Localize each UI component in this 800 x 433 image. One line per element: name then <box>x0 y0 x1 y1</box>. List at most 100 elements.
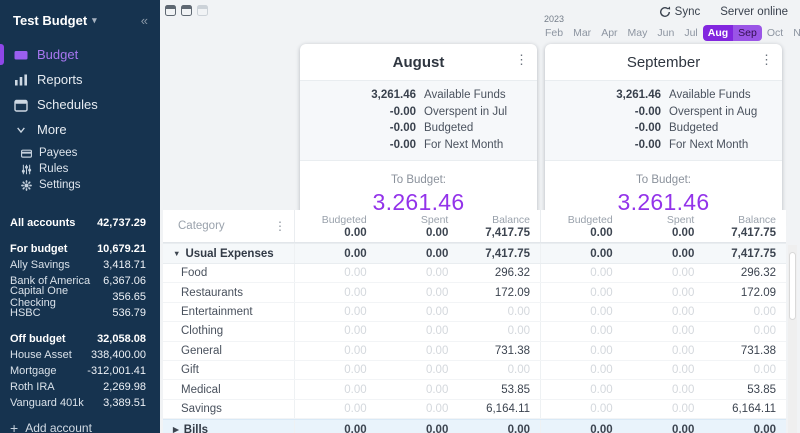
column-header-budgeted[interactable]: Budgeted 0.00 <box>295 210 377 242</box>
category-name-cell[interactable]: Savings <box>163 399 295 419</box>
sidebar-all-accounts[interactable]: All accounts 42,737.29 <box>0 215 160 231</box>
budgeted-cell[interactable]: 0.00 <box>344 402 367 415</box>
sidebar-item-more[interactable]: More <box>0 117 160 142</box>
balance-cell[interactable]: 0.00 <box>753 423 777 433</box>
category-row-general[interactable]: General 0.00 0.00 731.38 0.00 0.00 731.38 <box>163 341 786 361</box>
spent-cell[interactable]: 0.00 <box>671 383 695 396</box>
month-oct-8[interactable]: Oct <box>766 27 784 39</box>
budgeted-cell[interactable]: 0.00 <box>344 364 367 377</box>
budgeted-cell[interactable]: 0.00 <box>344 286 367 299</box>
category-row-clothing[interactable]: Clothing 0.00 0.00 0.00 0.00 0.00 0.00 <box>163 322 786 342</box>
balance-cell[interactable]: 53.85 <box>501 383 531 396</box>
category-row-entertainment[interactable]: Entertainment 0.00 0.00 0.00 0.00 0.00 0.00 <box>163 302 786 323</box>
column-header-balance[interactable]: Balance 7,417.75 <box>458 210 540 242</box>
balance-cell[interactable]: 7,417.75 <box>485 247 531 260</box>
category-name-cell[interactable]: Food <box>163 264 295 283</box>
category-name-cell[interactable]: Medical <box>163 380 295 399</box>
spent-cell[interactable]: 0.00 <box>671 267 695 280</box>
category-menu-icon[interactable]: ⋮ <box>274 219 286 233</box>
category-name-cell[interactable]: ▼ Usual Expenses <box>163 244 295 263</box>
scrollbar-thumb[interactable] <box>789 252 796 320</box>
sidebar-group-for-budget[interactable]: For budget 10,679.21 <box>0 241 160 257</box>
spent-cell[interactable]: 0.00 <box>425 267 449 280</box>
category-name-cell[interactable]: ▶ Bills <box>163 420 295 433</box>
category-name-cell[interactable]: Gift <box>163 360 295 380</box>
sidebar-item-schedules[interactable]: Schedules <box>0 92 160 117</box>
three-month-view-icon[interactable] <box>197 5 208 16</box>
spent-cell[interactable]: 0.00 <box>425 325 449 338</box>
budget-file-switcher[interactable]: Test Budget ▾ <box>13 13 97 28</box>
budgeted-cell[interactable]: 0.00 <box>590 423 613 433</box>
budgeted-cell[interactable]: 0.00 <box>344 383 367 396</box>
balance-cell[interactable]: 6,164.11 <box>732 402 777 415</box>
column-header-balance[interactable]: Balance 7,417.75 <box>704 210 786 242</box>
budgeted-cell[interactable]: 0.00 <box>590 325 613 338</box>
budgeted-cell[interactable]: 0.00 <box>344 325 367 338</box>
category-row-restaurants[interactable]: Restaurants 0.00 0.00 172.09 0.00 0.00 172.09 <box>163 283 786 303</box>
spent-cell[interactable]: 0.00 <box>425 364 449 377</box>
budgeted-cell[interactable]: 0.00 <box>344 305 367 318</box>
sidebar-item-rules[interactable]: Rules <box>0 161 160 177</box>
balance-cell[interactable]: 731.38 <box>494 344 531 357</box>
budgeted-cell[interactable]: 0.00 <box>344 267 367 280</box>
spent-cell[interactable]: 0.00 <box>671 305 695 318</box>
sidebar-account-ally-savings[interactable]: Ally Savings 3,418.71 <box>0 257 160 273</box>
spent-cell[interactable]: 0.00 <box>671 344 695 357</box>
month-may-3[interactable]: May <box>627 27 648 39</box>
category-row-food[interactable]: Food 0.00 0.00 296.32 0.00 0.00 296.32 <box>163 264 786 284</box>
sidebar-account-vanguard-401k[interactable]: Vanguard 401k 3,389.51 <box>0 395 160 411</box>
sidebar-account-bank-of-america[interactable]: Bank of America 6,367.06 <box>0 273 160 289</box>
month-nov-9[interactable]: Nov <box>793 27 800 39</box>
category-row-medical[interactable]: Medical 0.00 0.00 53.85 0.00 0.00 53.85 <box>163 380 786 400</box>
category-name-cell[interactable]: General <box>163 341 295 360</box>
spent-cell[interactable]: 0.00 <box>425 383 449 396</box>
group-row-bills[interactable]: ▶ Bills 0.00 0.00 0.00 0.00 0.00 0.00 <box>163 419 786 433</box>
balance-cell[interactable]: 296.32 <box>740 267 777 280</box>
balance-cell[interactable]: 6,164.11 <box>486 402 531 415</box>
budgeted-cell[interactable]: 0.00 <box>590 305 613 318</box>
budgeted-cell[interactable]: 0.00 <box>590 383 613 396</box>
budgeted-cell[interactable]: 0.00 <box>590 247 613 260</box>
month-aug-6[interactable]: Aug <box>702 25 734 41</box>
two-month-view-icon[interactable] <box>181 5 192 16</box>
collapse-sidebar-button[interactable]: « <box>140 13 148 28</box>
budgeted-cell[interactable]: 0.00 <box>590 267 613 280</box>
budgeted-cell[interactable]: 0.00 <box>344 423 367 433</box>
spent-cell[interactable]: 0.00 <box>425 344 449 357</box>
spent-cell[interactable]: 0.00 <box>671 364 695 377</box>
vertical-scrollbar[interactable] <box>788 245 797 433</box>
spent-cell[interactable]: 0.00 <box>425 402 449 415</box>
balance-cell[interactable]: 0.00 <box>753 305 777 318</box>
category-name-cell[interactable]: Entertainment <box>163 302 295 322</box>
sidebar-group-off-budget[interactable]: Off budget 32,058.08 <box>0 331 160 347</box>
spent-cell[interactable]: 0.00 <box>671 286 695 299</box>
balance-cell[interactable]: 731.38 <box>740 344 777 357</box>
month-jun-4[interactable]: Jun <box>657 27 675 39</box>
sidebar-item-reports[interactable]: Reports <box>0 67 160 92</box>
spent-cell[interactable]: 0.00 <box>671 423 695 433</box>
spent-cell[interactable]: 0.00 <box>671 402 695 415</box>
sidebar-item-settings[interactable]: Settings <box>0 177 160 193</box>
balance-cell[interactable]: 296.32 <box>494 267 531 280</box>
column-header-spent[interactable]: Spent 0.00 <box>623 210 705 242</box>
sync-button[interactable]: Sync <box>659 6 700 18</box>
server-status[interactable]: Server online <box>720 6 788 18</box>
category-name-cell[interactable]: Clothing <box>163 322 295 341</box>
sidebar-account-roth-ira[interactable]: Roth IRA 2,269.98 <box>0 379 160 395</box>
spent-cell[interactable]: 0.00 <box>425 305 449 318</box>
sidebar-item-budget[interactable]: Budget <box>0 42 160 67</box>
add-account-button[interactable]: + Add account <box>0 420 160 433</box>
month-mar-1[interactable]: Mar <box>573 27 592 39</box>
balance-cell[interactable]: 0.00 <box>507 423 531 433</box>
category-name-cell[interactable]: Restaurants <box>163 283 295 302</box>
month-jul-5[interactable]: Jul <box>684 27 698 39</box>
budgeted-cell[interactable]: 0.00 <box>590 286 613 299</box>
spent-cell[interactable]: 0.00 <box>425 423 449 433</box>
spent-cell[interactable]: 0.00 <box>671 247 695 260</box>
column-header-budgeted[interactable]: Budgeted 0.00 <box>541 210 623 242</box>
sidebar-item-payees[interactable]: Payees <box>0 145 160 161</box>
category-row-gift[interactable]: Gift 0.00 0.00 0.00 0.00 0.00 0.00 <box>163 360 786 381</box>
month-sep-7[interactable]: Sep <box>733 25 762 41</box>
balance-cell[interactable]: 172.09 <box>494 286 531 299</box>
spent-cell[interactable]: 0.00 <box>425 286 449 299</box>
